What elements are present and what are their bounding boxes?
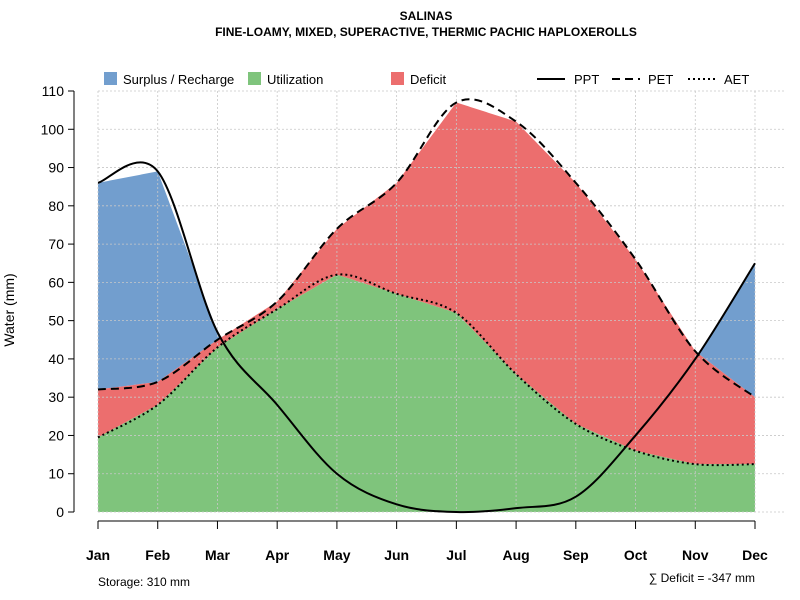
series-line-pet <box>97 98 756 398</box>
x-tick-label-sep: Sep <box>563 547 589 563</box>
x-tick-label-feb: Feb <box>145 547 170 563</box>
legend-label-ppt: PPT <box>574 72 599 87</box>
x-tick-label-nov: Nov <box>682 547 709 563</box>
y-tick-label-0: 0 <box>56 504 64 520</box>
legend-label-deficit: Deficit <box>410 72 447 87</box>
y-tick-label-9: 90 <box>48 160 64 176</box>
y-tick-label-10: 100 <box>41 121 65 137</box>
y-tick-label-8: 80 <box>48 198 64 214</box>
series-lines <box>97 98 756 514</box>
deficit-area <box>98 102 755 465</box>
y-axis-label: Water (mm) <box>1 273 17 346</box>
y-tick-label-5: 50 <box>48 313 64 329</box>
legend-swatch-utilization <box>248 72 261 85</box>
deficit-note: ∑ Deficit = -347 mm <box>649 571 755 585</box>
x-tick-label-jul: Jul <box>446 547 466 563</box>
gridlines <box>97 90 785 513</box>
x-tick-label-apr: Apr <box>265 547 290 563</box>
series-line-aet <box>97 273 756 467</box>
x-tick-label-dec: Dec <box>742 547 768 563</box>
x-tick-label-oct: Oct <box>624 547 648 563</box>
y-tick-label-2: 20 <box>48 427 64 443</box>
legend-label-aet: AET <box>724 72 749 87</box>
axes: 0 10 20 30 40 50 60 70 80 90 100 110 Jan Feb Mar Apr May… <box>41 83 768 563</box>
y-tick-label-3: 30 <box>48 389 64 405</box>
legend-label-surplus: Surplus / Recharge <box>123 72 234 87</box>
x-tick-label-may: May <box>323 547 350 563</box>
y-tick-label-11: 110 <box>42 83 65 99</box>
y-tick-label-1: 10 <box>48 466 64 482</box>
x-tick-label-mar: Mar <box>205 547 230 563</box>
chart-title: SALINAS <box>400 9 453 23</box>
y-tick-label-7: 70 <box>48 236 64 252</box>
legend: Surplus / Recharge Utilization Deficit P… <box>104 72 749 87</box>
surplus-area <box>98 102 755 398</box>
x-tick-label-jan: Jan <box>86 547 110 563</box>
x-tick-label-aug: Aug <box>502 547 529 563</box>
y-tick-label-6: 60 <box>48 274 64 290</box>
utilization-area <box>98 274 755 512</box>
series-line-ppt <box>97 161 756 514</box>
legend-swatch-deficit <box>391 72 404 85</box>
legend-swatch-surplus <box>104 72 117 85</box>
legend-label-utilization: Utilization <box>267 72 323 87</box>
area-layer <box>98 102 755 512</box>
legend-label-pet: PET <box>648 72 673 87</box>
chart-subtitle: FINE-LOAMY, MIXED, SUPERACTIVE, THERMIC … <box>215 25 637 39</box>
x-tick-label-jun: Jun <box>384 547 409 563</box>
y-tick-label-4: 40 <box>48 351 64 367</box>
storage-note: Storage: 310 mm <box>98 575 190 589</box>
